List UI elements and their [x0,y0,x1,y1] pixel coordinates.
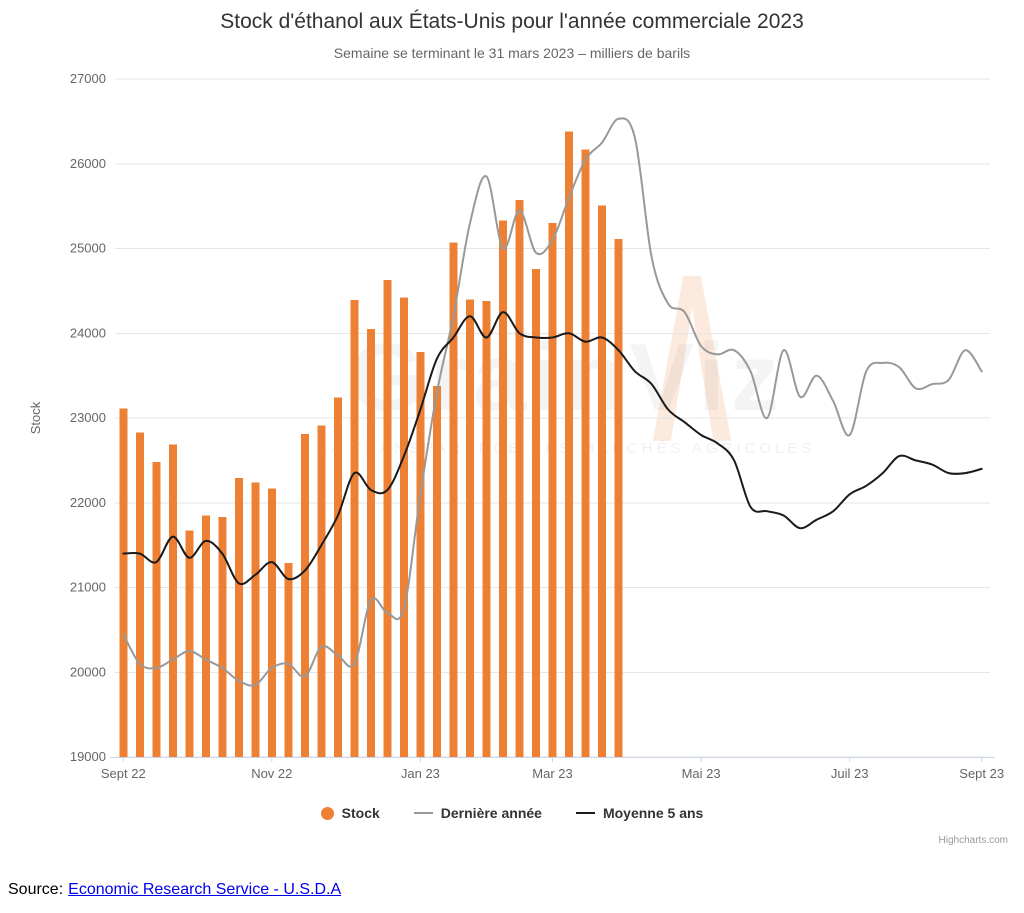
svg-text:19000: 19000 [70,749,106,764]
svg-text:Mai 23: Mai 23 [682,766,721,781]
svg-text:Sept 23: Sept 23 [959,766,1004,781]
svg-text:Juil 23: Juil 23 [831,766,869,781]
chart-subtitle: Semaine se terminant le 31 mars 2023 – m… [333,45,691,61]
legend-item-derniere-annee[interactable]: Dernière année [413,805,542,821]
legend-item-moyenne-5-ans[interactable]: Moyenne 5 ans [575,805,704,821]
legend-item-stock[interactable]: Stock [320,805,380,821]
source-label: Source: [8,881,64,898]
source-line: Source: Economic Research Service - U.S.D… [8,881,341,899]
chart-plot[interactable]: 19000 20000 21000 22000 23000 24000 25000 26000… [0,0,1024,860]
stock-marker-icon [320,806,334,820]
svg-text:21000: 21000 [70,580,106,595]
five-year-avg-line-icon [575,812,595,814]
svg-text:22000: 22000 [70,495,106,510]
source-link[interactable]: Economic Research Service - U.S.D.A [68,881,342,898]
svg-text:Nov 22: Nov 22 [251,766,292,781]
legend-label-moyenne-5-ans: Moyenne 5 ans [602,805,704,821]
svg-text:Mar 23: Mar 23 [532,766,572,781]
highcharts-credits[interactable]: Highcharts.com [938,835,1008,846]
svg-text:20000: 20000 [70,664,106,679]
last-year-line-icon [413,812,433,814]
svg-text:24000: 24000 [70,325,106,340]
svg-text:26000: 26000 [70,156,106,171]
svg-text:Jan 23: Jan 23 [401,766,440,781]
svg-text:23000: 23000 [70,410,106,425]
svg-text:Sept 22: Sept 22 [101,766,146,781]
chart-title: Stock d'éthanol aux États-Unis pour l'an… [220,10,804,33]
legend: Stock Dernière année Moyenne 5 ans [0,805,1024,821]
chart-container: Stock d'éthanol aux États-Unis pour l'an… [0,0,1024,860]
legend-label-derniere-annee: Dernière année [440,805,542,821]
legend-label-stock: Stock [341,805,380,821]
svg-text:27000: 27000 [70,71,106,86]
svg-text:25000: 25000 [70,241,106,256]
svg-text:Stock: Stock [28,401,43,434]
